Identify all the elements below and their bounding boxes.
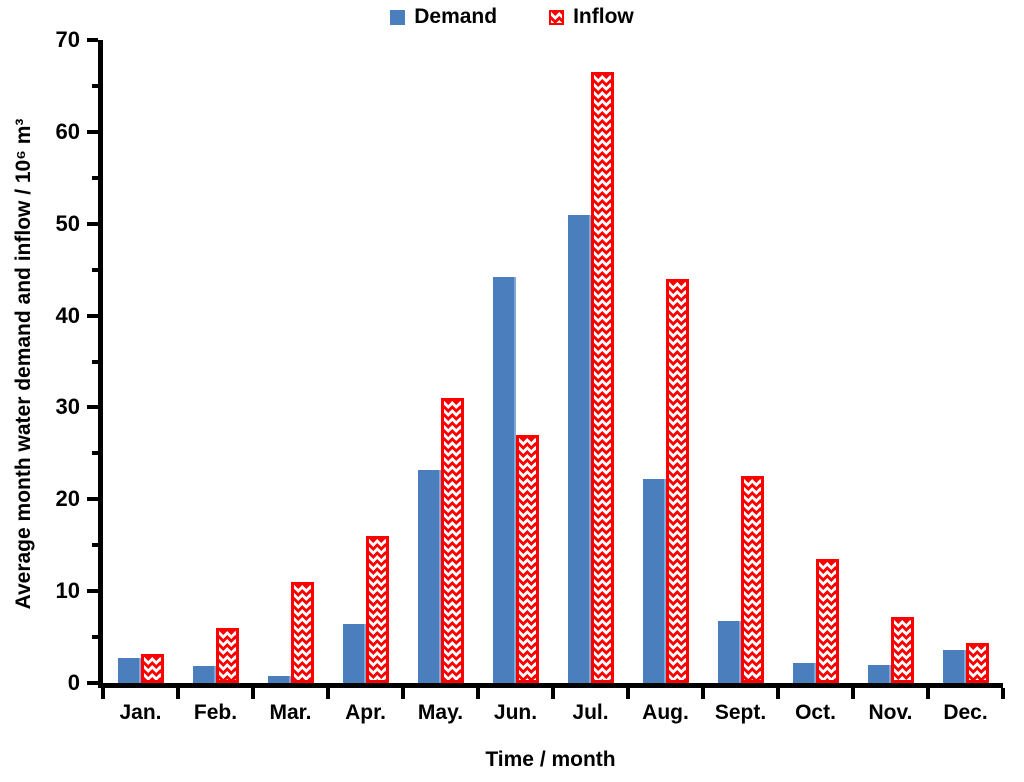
inflow-bar-may (440, 398, 464, 683)
inflow-bar-jun (515, 435, 539, 683)
inflow-bar-mar (290, 581, 314, 683)
category-nov (853, 40, 928, 683)
demand-legend-label: Demand (414, 5, 498, 28)
category-feb (178, 40, 253, 683)
x-tick-label-jan: Jan. (119, 701, 162, 724)
category-jan (103, 40, 178, 683)
category-dec (928, 40, 1003, 683)
category-mar (253, 40, 328, 683)
demand-bar-sept (717, 620, 741, 683)
x-boundary-tick-0 (101, 688, 105, 699)
y-major-tick-20 (87, 497, 98, 502)
x-tick-label-jul: Jul. (572, 701, 609, 724)
y-tick-label-60: 60 (55, 118, 80, 144)
x-boundary-tick-11 (925, 688, 930, 699)
x-tick-label-jun: Jun. (493, 701, 538, 724)
y-minor-tick-5 (92, 635, 98, 640)
y-tick-label-40: 40 (55, 302, 80, 328)
demand-bar-aug (642, 479, 666, 683)
y-major-tick-30 (87, 405, 98, 410)
legend-item-inflow: Inflow (549, 5, 634, 29)
x-tick-label-aug: Aug. (642, 701, 689, 724)
y-minor-tick-25 (92, 451, 98, 456)
demand-bar-jan (117, 658, 141, 683)
y-tick-label-70: 70 (55, 27, 80, 52)
y-major-tick-40 (87, 313, 98, 318)
category-sept (703, 40, 778, 683)
inflow-legend-label: Inflow (573, 5, 634, 28)
x-boundary-tick-5 (476, 688, 480, 699)
x-boundary-tick-1 (175, 688, 180, 699)
demand-bar-dec (942, 649, 966, 683)
demand-swatch-icon (390, 9, 406, 25)
y-major-tick-70 (87, 38, 98, 42)
demand-bar-mar (267, 675, 291, 683)
demand-bar-feb (192, 666, 216, 683)
x-tick-label-apr: Apr. (345, 701, 386, 724)
y-minor-tick-45 (92, 267, 98, 272)
x-boundary-tick-2 (250, 688, 255, 699)
x-axis-title: Time / month (485, 748, 616, 771)
inflow-bar-nov (890, 616, 914, 683)
inflow-bar-sept (740, 476, 764, 683)
category-may (403, 40, 478, 683)
inflow-bar-dec (965, 642, 989, 683)
x-tick-label-nov: Nov. (868, 701, 913, 724)
x-tick-label-oct: Oct. (795, 701, 836, 724)
inflow-swatch-icon (549, 9, 565, 25)
x-axis-labels: Jan. Feb. Mar. Apr. May. Jun. Jul. Aug. Sept. Oct… (103, 701, 1003, 725)
inflow-bar-aug (665, 278, 689, 683)
demand-bar-nov (867, 664, 891, 683)
x-tick-label-mar: Mar. (269, 701, 312, 724)
y-minor-tick-35 (92, 359, 98, 364)
chart-legend: Demand Inflow (0, 5, 1024, 29)
y-major-tick-10 (87, 589, 98, 594)
demand-bar-jul (567, 214, 591, 683)
y-tick-label-30: 30 (55, 394, 80, 420)
x-boundary-tick-12 (1001, 688, 1005, 699)
plot-area: 0 10 20 30 40 50 60 70 (56, 27, 1005, 699)
y-axis-title: Average month water demand and inflow / … (12, 118, 35, 610)
x-tick-label-may: May. (417, 701, 464, 724)
demand-bar-may (417, 469, 441, 683)
demand-bar-oct (792, 662, 816, 683)
y-tick-label-50: 50 (55, 210, 80, 236)
y-minor-tick-65 (92, 83, 98, 88)
y-tick-label-20: 20 (55, 486, 80, 512)
y-minor-tick-15 (92, 543, 98, 548)
inflow-bar-jul (590, 72, 614, 683)
y-major-tick-0 (87, 681, 98, 685)
x-boundary-tick-9 (776, 688, 780, 699)
x-boundary-tick-7 (626, 688, 630, 699)
x-tick-label-dec: Dec. (943, 701, 988, 724)
inflow-bar-jan (140, 653, 164, 683)
y-minor-tick-55 (92, 175, 98, 180)
category-oct (778, 40, 853, 683)
bars-container: 0 10 20 30 40 50 60 70 (56, 27, 1005, 699)
y-major-tick-50 (87, 221, 98, 226)
x-boundary-tick-8 (700, 688, 705, 699)
x-boundary-tick-10 (851, 688, 855, 699)
x-tick-label-sept: Sept. (714, 701, 767, 724)
x-boundary-tick-4 (400, 688, 405, 699)
y-major-tick-60 (87, 129, 98, 134)
inflow-bar-oct (815, 559, 839, 683)
x-boundary-tick-3 (326, 688, 330, 699)
inflow-bar-apr (365, 536, 389, 683)
inflow-bar-feb (215, 627, 239, 683)
category-jul (553, 40, 628, 683)
category-apr (328, 40, 403, 683)
category-jun (478, 40, 553, 683)
y-tick-label-10: 10 (55, 578, 80, 604)
x-tick-label-feb: Feb. (193, 701, 238, 724)
demand-bar-jun (492, 277, 516, 683)
category-aug (628, 40, 703, 683)
x-boundary-tick-6 (551, 688, 555, 699)
legend-item-demand: Demand (390, 5, 497, 29)
demand-bar-apr (342, 624, 366, 683)
y-tick-label-0: 0 (67, 670, 80, 695)
